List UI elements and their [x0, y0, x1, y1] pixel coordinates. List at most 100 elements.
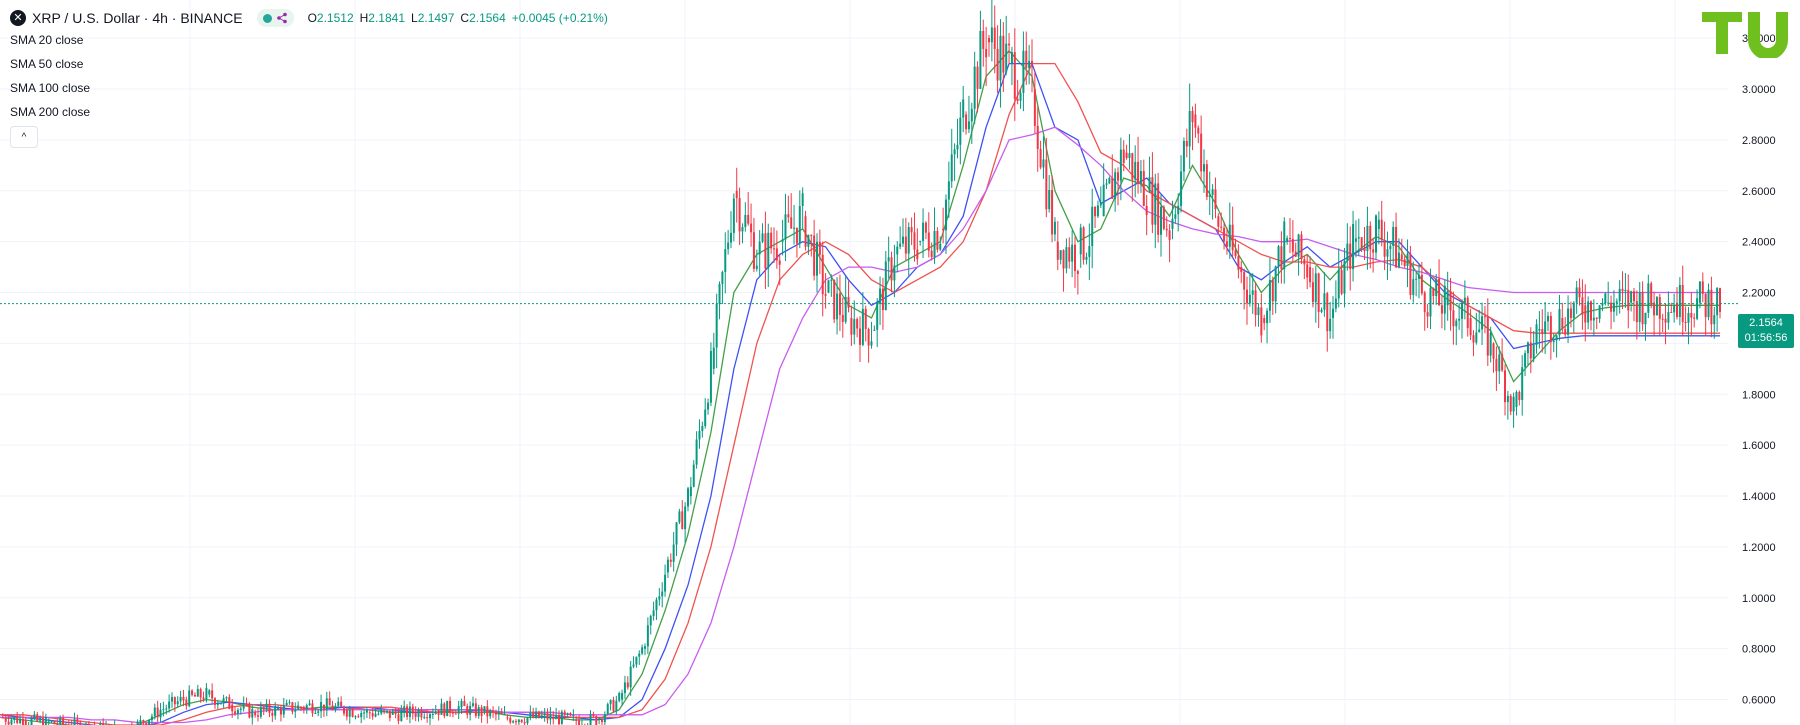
candle-body [311, 703, 314, 714]
collapse-legend-button[interactable]: ^ [10, 126, 38, 148]
candle-body [19, 718, 22, 724]
candle-body [1039, 148, 1042, 168]
candle-body [661, 591, 664, 597]
candle-body [1375, 215, 1377, 253]
candle-body [735, 190, 738, 199]
candle-body [752, 232, 755, 269]
candle-body [1257, 307, 1260, 316]
candle-body [394, 711, 397, 715]
candle-body [1096, 205, 1099, 217]
indicator-sma-100[interactable]: SMA 100 close [10, 81, 91, 95]
candle-body [337, 701, 340, 706]
candle-body [558, 715, 560, 725]
candle-body [965, 114, 968, 130]
candle-body [1231, 224, 1234, 251]
candle-body [1028, 60, 1031, 69]
candle-body [211, 690, 214, 699]
candle-body [684, 506, 687, 530]
market-status-pill[interactable] [256, 9, 294, 27]
candle-body [1314, 273, 1317, 303]
indicator-sma-20[interactable]: SMA 20 close [10, 33, 84, 47]
candle-body [1311, 282, 1314, 303]
candle-body [1056, 241, 1059, 260]
candle-body [856, 319, 859, 329]
candle-body [176, 701, 179, 705]
candle-body [1137, 161, 1140, 184]
candle-body [494, 711, 497, 715]
candle-body [193, 694, 196, 697]
symbol-title[interactable]: XRP / U.S. Dollar · 4h · BINANCE [32, 10, 243, 26]
candle-body [1326, 293, 1329, 332]
candle-body [881, 288, 884, 311]
candle-body [1383, 240, 1386, 257]
candle-body [1392, 226, 1395, 246]
candle-body [718, 283, 721, 304]
candle-body [159, 709, 162, 718]
candle-body [1578, 287, 1581, 298]
candle-body [1469, 317, 1472, 336]
candle-body [1085, 256, 1088, 260]
candle-body [1590, 301, 1592, 321]
candle-body [572, 714, 575, 716]
candle-body [678, 511, 681, 523]
indicator-sma-50[interactable]: SMA 50 close [10, 57, 84, 71]
price-axis[interactable]: 0.6000 0.8000 1.0000 1.2000 1.4000 1.6000 1.80… [1742, 0, 1776, 707]
share-icon[interactable] [276, 12, 288, 24]
candle-body [529, 712, 532, 718]
candle-body [884, 261, 887, 311]
candle-body [208, 690, 211, 695]
y-tick-label: 0.6000 [1742, 695, 1776, 707]
candle-body [360, 712, 363, 718]
candle-body [1601, 303, 1604, 306]
candle-body [1, 717, 4, 719]
candle-body [1134, 161, 1137, 180]
candle-body [761, 233, 764, 242]
candle-body [764, 233, 767, 269]
candle-body [248, 703, 251, 718]
candle-body [1059, 250, 1062, 260]
indicator-sma-200[interactable]: SMA 200 close [10, 105, 91, 119]
candle-body [1108, 178, 1111, 184]
candle-body [365, 709, 368, 713]
candle-body [595, 716, 598, 725]
candle-body [853, 319, 856, 335]
candle-body [1538, 329, 1541, 331]
candle-body [39, 717, 42, 721]
high-value: 2.1841 [368, 11, 405, 25]
candle-body [1475, 332, 1478, 343]
candle-body [1463, 297, 1466, 303]
candle-body [933, 231, 936, 257]
candle-body [1506, 395, 1509, 403]
candle-body [202, 697, 205, 700]
candle-body [1426, 312, 1429, 317]
candle-body [861, 308, 864, 345]
candle-body [873, 329, 876, 331]
candle-body [171, 697, 173, 702]
candle-body [979, 30, 982, 89]
candle-body [836, 293, 839, 320]
candle-body [1162, 206, 1165, 229]
candle-body [1647, 283, 1650, 313]
candle-body [1223, 227, 1226, 242]
candle-body [707, 402, 710, 410]
candle-body [1389, 245, 1392, 250]
candle-body [1483, 316, 1486, 318]
candle-body [1377, 219, 1380, 229]
candle-body [79, 722, 82, 725]
candle-body [669, 559, 672, 562]
candle-body [1458, 318, 1461, 321]
y-tick-label: 1.0000 [1742, 593, 1776, 605]
candle-body [1016, 98, 1019, 101]
candle-body [615, 700, 618, 712]
candle-body [962, 99, 965, 118]
candle-body [1610, 302, 1613, 312]
candle-body [795, 227, 798, 244]
candle-body [239, 708, 242, 710]
candle-body [893, 265, 896, 281]
candle-body [644, 646, 646, 649]
candle-body [1690, 312, 1693, 318]
candle-body [199, 689, 202, 698]
candle-body [724, 249, 727, 272]
x-icon[interactable]: ✕ [10, 10, 26, 26]
